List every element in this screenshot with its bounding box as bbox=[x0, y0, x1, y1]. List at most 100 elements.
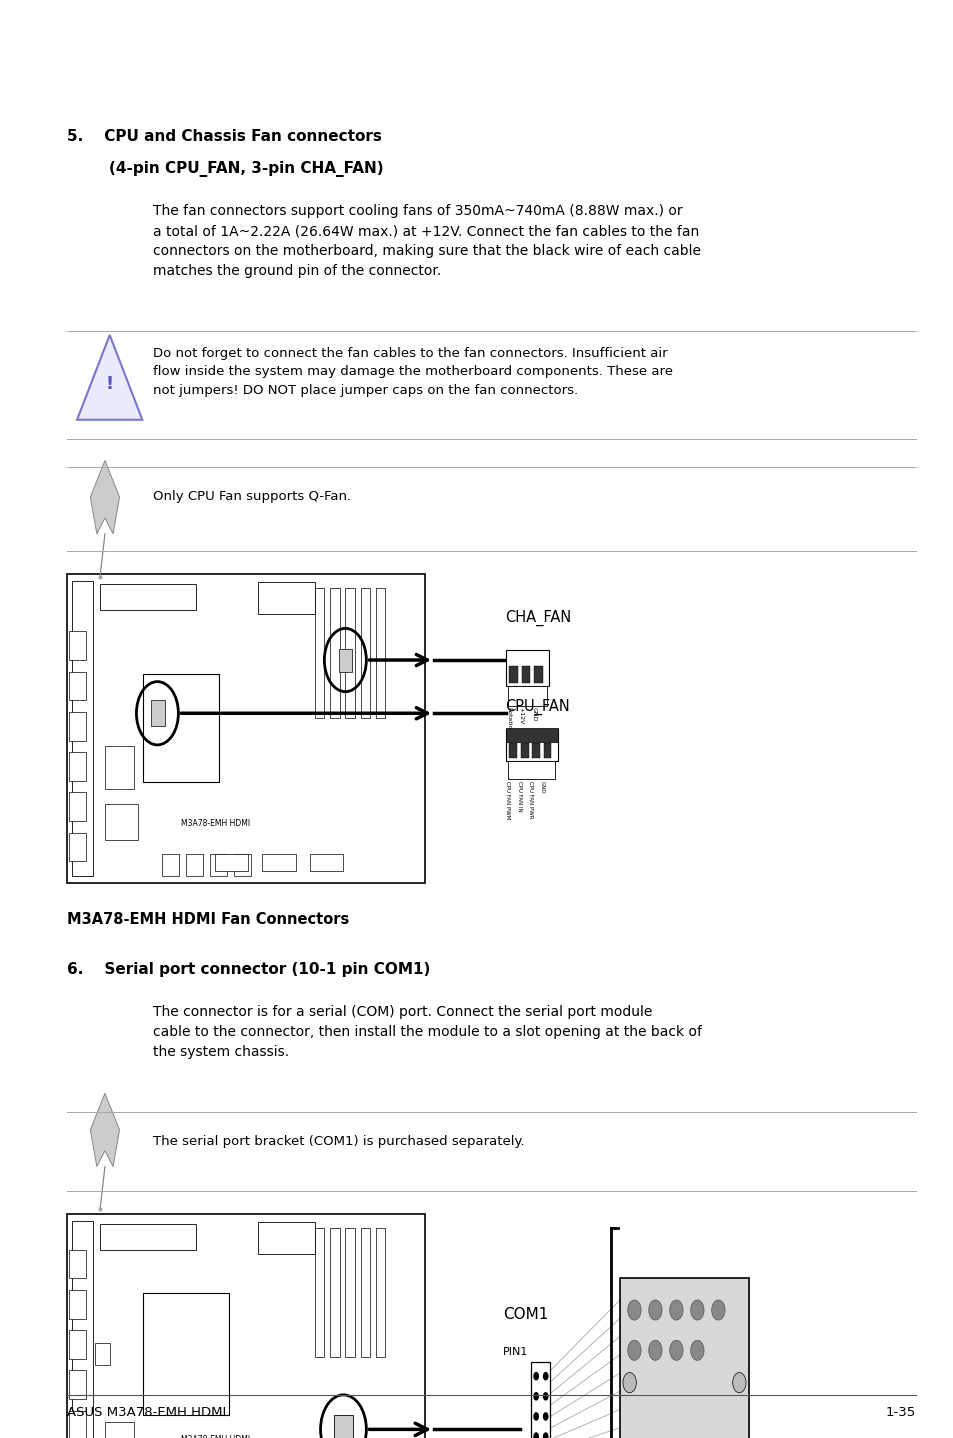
Bar bbox=[69, 712, 86, 741]
Bar bbox=[505, 729, 558, 761]
Bar bbox=[69, 1370, 86, 1399]
Bar bbox=[334, 1415, 353, 1438]
Bar bbox=[69, 631, 86, 660]
Bar bbox=[314, 1228, 324, 1357]
Polygon shape bbox=[91, 460, 119, 533]
Ellipse shape bbox=[627, 1340, 640, 1360]
Bar bbox=[69, 1411, 86, 1438]
Ellipse shape bbox=[627, 1300, 640, 1320]
Circle shape bbox=[533, 1432, 538, 1438]
Bar bbox=[619, 1278, 748, 1438]
Bar bbox=[507, 686, 546, 706]
Bar bbox=[507, 761, 555, 779]
Ellipse shape bbox=[669, 1300, 682, 1320]
Bar bbox=[162, 854, 179, 876]
Ellipse shape bbox=[690, 1340, 703, 1360]
Bar bbox=[257, 1222, 314, 1254]
Bar bbox=[69, 752, 86, 781]
Bar bbox=[100, 584, 195, 610]
Text: Only CPU Fan supports Q-Fan.: Only CPU Fan supports Q-Fan. bbox=[152, 490, 351, 503]
Bar bbox=[531, 1362, 550, 1438]
Circle shape bbox=[533, 1372, 538, 1380]
Text: ASUS M3A78-EMH HDMI: ASUS M3A78-EMH HDMI bbox=[67, 1406, 226, 1419]
Bar bbox=[151, 700, 165, 726]
Bar bbox=[505, 650, 548, 686]
Text: The serial port bracket (COM1) is purchased separately.: The serial port bracket (COM1) is purcha… bbox=[152, 1135, 524, 1148]
Text: (4-pin CPU_FAN, 3-pin CHA_FAN): (4-pin CPU_FAN, 3-pin CHA_FAN) bbox=[67, 161, 383, 177]
Text: Do not forget to connect the fan cables to the fan connectors. Insufficient air
: Do not forget to connect the fan cables … bbox=[152, 347, 672, 397]
Bar bbox=[314, 588, 324, 718]
Bar bbox=[330, 1228, 339, 1357]
Bar bbox=[520, 743, 528, 758]
Bar bbox=[375, 1228, 385, 1357]
Circle shape bbox=[533, 1412, 538, 1421]
Text: M3A78-EMH HDMI Fan Connectors: M3A78-EMH HDMI Fan Connectors bbox=[67, 912, 349, 926]
Circle shape bbox=[542, 1392, 548, 1401]
Bar bbox=[509, 743, 517, 758]
Circle shape bbox=[542, 1432, 548, 1438]
Bar bbox=[105, 746, 133, 789]
Bar bbox=[69, 1250, 86, 1278]
Bar bbox=[509, 666, 517, 683]
Bar bbox=[186, 854, 203, 876]
Circle shape bbox=[622, 1373, 636, 1393]
Bar bbox=[360, 588, 370, 718]
Text: GND: GND bbox=[531, 707, 536, 722]
Bar bbox=[534, 666, 542, 683]
Bar bbox=[143, 674, 219, 782]
Bar bbox=[345, 588, 355, 718]
Text: CPU FAN PWM: CPU FAN PWM bbox=[505, 781, 510, 820]
Circle shape bbox=[542, 1412, 548, 1421]
Text: Rotation: Rotation bbox=[506, 707, 511, 733]
Bar bbox=[330, 588, 339, 718]
Ellipse shape bbox=[690, 1300, 703, 1320]
Text: The fan connectors support cooling fans of 350mA~740mA (8.88W max.) or
a total o: The fan connectors support cooling fans … bbox=[152, 204, 700, 279]
Bar bbox=[67, 1214, 424, 1438]
Text: 6.    Serial port connector (10-1 pin COM1): 6. Serial port connector (10-1 pin COM1) bbox=[67, 962, 430, 976]
Text: 5.    CPU and Chassis Fan connectors: 5. CPU and Chassis Fan connectors bbox=[67, 129, 381, 144]
Bar bbox=[69, 1290, 86, 1319]
Bar bbox=[105, 804, 138, 840]
Bar bbox=[210, 854, 227, 876]
Bar bbox=[71, 581, 92, 876]
Bar bbox=[67, 574, 424, 883]
Bar bbox=[532, 743, 539, 758]
Circle shape bbox=[732, 1373, 745, 1393]
Circle shape bbox=[542, 1372, 548, 1380]
Text: GND: GND bbox=[539, 781, 544, 794]
Bar bbox=[71, 1221, 92, 1438]
Bar bbox=[375, 588, 385, 718]
Text: The connector is for a serial (COM) port. Connect the serial port module
cable t: The connector is for a serial (COM) port… bbox=[152, 1005, 700, 1060]
Text: CPU FAN IN: CPU FAN IN bbox=[517, 781, 521, 811]
Bar bbox=[360, 1228, 370, 1357]
Text: CPU_FAN: CPU_FAN bbox=[505, 699, 570, 715]
Bar bbox=[543, 743, 551, 758]
Text: PIN1: PIN1 bbox=[502, 1347, 528, 1357]
Ellipse shape bbox=[648, 1300, 661, 1320]
Bar bbox=[69, 1330, 86, 1359]
Text: M3A78-EMH HDMI: M3A78-EMH HDMI bbox=[181, 820, 250, 828]
Ellipse shape bbox=[669, 1340, 682, 1360]
Bar bbox=[257, 582, 314, 614]
Bar bbox=[521, 666, 530, 683]
Bar bbox=[338, 649, 352, 672]
Bar bbox=[69, 672, 86, 700]
Text: 1-35: 1-35 bbox=[884, 1406, 915, 1419]
Bar bbox=[105, 1422, 133, 1438]
Text: CHA_FAN: CHA_FAN bbox=[505, 610, 571, 626]
Text: CPU FAN PWR: CPU FAN PWR bbox=[528, 781, 533, 818]
Bar bbox=[69, 833, 86, 861]
Bar bbox=[69, 792, 86, 821]
Bar bbox=[310, 854, 343, 871]
Polygon shape bbox=[91, 1093, 119, 1166]
Bar bbox=[100, 1224, 195, 1250]
Bar bbox=[233, 854, 251, 876]
Bar bbox=[214, 854, 248, 871]
Text: COM1: COM1 bbox=[502, 1307, 548, 1322]
Ellipse shape bbox=[711, 1300, 724, 1320]
Bar bbox=[262, 854, 295, 871]
Bar bbox=[95, 1343, 110, 1365]
Text: M3A78-EMH HDMI: M3A78-EMH HDMI bbox=[181, 1435, 250, 1438]
Bar bbox=[505, 728, 558, 742]
Bar bbox=[143, 1293, 229, 1415]
